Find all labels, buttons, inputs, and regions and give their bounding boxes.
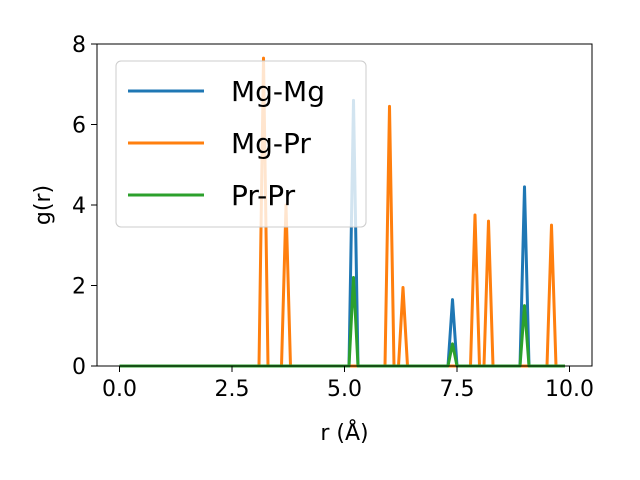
legend-label-mg-mg: Mg-Mg (231, 75, 325, 108)
legend-label-pr-pr: Pr-Pr (231, 179, 296, 212)
x-tick-label: 0.0 (102, 377, 137, 402)
axes-layer: 0.0 2.5 5.0 7.5 10.0 0 2 4 6 8 (72, 33, 594, 402)
y-axis-label: g(r) (31, 185, 56, 225)
legend-box (115, 60, 367, 228)
y-tick-label: 2 (72, 275, 86, 300)
x-tick-label: 10.0 (545, 377, 594, 402)
y-tick-label: 0 (72, 355, 86, 380)
x-axis-label: r (Å) (320, 419, 368, 446)
y-tick-label: 8 (72, 33, 86, 58)
y-tick-label: 6 (72, 114, 86, 139)
legend-label-mg-pr: Mg-Pr (231, 127, 311, 160)
legend: Mg-Mg Mg-Pr Pr-Pr (115, 60, 367, 228)
series-line-pr-pr (119, 275, 565, 368)
x-tick-label: 7.5 (440, 377, 475, 402)
x-tick-label: 5.0 (327, 377, 362, 402)
x-tick-label: 2.5 (215, 377, 250, 402)
y-tick-label: 4 (72, 194, 86, 219)
